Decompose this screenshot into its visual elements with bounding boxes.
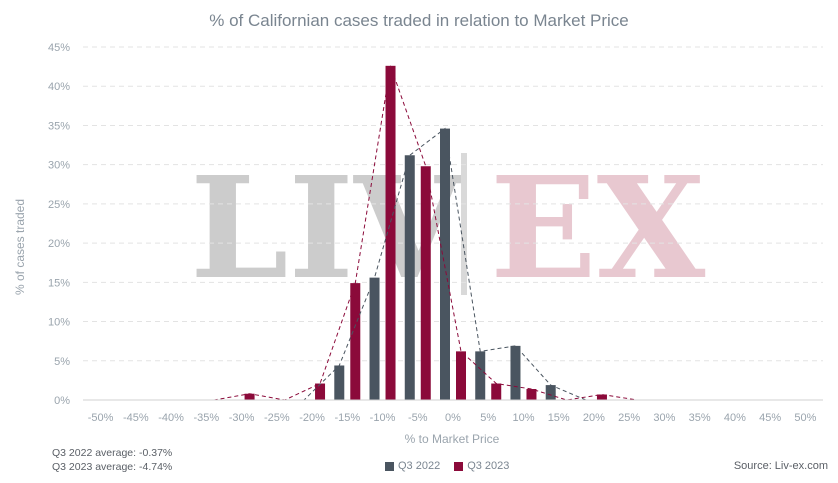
- x-tick-label: -25%: [264, 412, 290, 424]
- bar-q3-2022: [369, 277, 380, 400]
- x-tick-label: -30%: [229, 412, 255, 424]
- avg-2023-note: Q3 2023 average: -4.74%: [52, 461, 173, 473]
- x-tick-label: -5%: [408, 412, 428, 424]
- x-tick-label: 30%: [653, 412, 675, 424]
- x-tick-label: 0%: [445, 412, 461, 424]
- y-tick-label: 25%: [48, 199, 70, 211]
- bar-q3-2023: [596, 394, 607, 400]
- bar-q3-2023: [491, 383, 502, 400]
- x-tick-label: -20%: [299, 412, 325, 424]
- x-axis-label: % to Market Price: [405, 432, 500, 446]
- x-tick-label: 15%: [548, 412, 570, 424]
- watermark-divider: [461, 153, 467, 295]
- y-tick-label: 15%: [48, 277, 70, 289]
- watermark-ex: EX: [490, 147, 706, 311]
- legend-swatch-q3-2022: [385, 461, 394, 471]
- y-tick-label: 40%: [48, 81, 70, 93]
- chart-title: % of Californian cases traded in relatio…: [209, 11, 629, 30]
- bar-q3-2022: [475, 351, 486, 400]
- x-tick-label: -10%: [370, 412, 396, 424]
- y-tick-label: 45%: [48, 42, 70, 54]
- x-tick-label: 25%: [618, 412, 640, 424]
- x-tick-label: 50%: [794, 412, 816, 424]
- legend-item-q3-2022[interactable]: Q3 2022: [385, 460, 440, 472]
- x-tick-label: 35%: [689, 412, 711, 424]
- bar-q3-2023: [350, 283, 361, 400]
- x-tick-label: 10%: [512, 412, 534, 424]
- y-tick-labels: 0% 5% 10% 15% 20% 25% 30% 35% 40% 45%: [48, 42, 70, 407]
- y-tick-label: 30%: [48, 160, 70, 172]
- y-tick-label: 0%: [54, 395, 70, 407]
- bar-q3-2023: [385, 65, 396, 401]
- legend-label-q3-2022: Q3 2022: [398, 460, 441, 472]
- bar-q3-2023: [244, 393, 255, 400]
- y-tick-label: 5%: [54, 356, 70, 368]
- x-tick-label: -35%: [193, 412, 219, 424]
- bar-q3-2023: [526, 389, 537, 400]
- legend-item-q3-2023[interactable]: Q3 2023: [454, 460, 509, 472]
- bar-q3-2022: [510, 345, 521, 400]
- watermark: LIV EX: [190, 147, 706, 311]
- y-tick-label: 35%: [48, 120, 70, 132]
- bar-q3-2023: [456, 351, 466, 400]
- bars: [244, 65, 607, 401]
- bar-q3-2022: [440, 128, 450, 401]
- x-tick-label: -45%: [123, 412, 149, 424]
- bar-q3-2023: [420, 166, 431, 400]
- bar-q3-2022: [545, 385, 556, 400]
- x-tick-label: -40%: [158, 412, 184, 424]
- x-tick-label: -15%: [334, 412, 360, 424]
- y-tick-label: 20%: [48, 238, 70, 250]
- avg-2022-note: Q3 2022 average: -0.37%: [52, 447, 173, 459]
- legend-swatch-q3-2023: [454, 461, 464, 471]
- bar-q3-2022: [334, 365, 345, 400]
- x-tick-labels: -50% -45% -40% -35% -30% -25% -20% -15% -10% -5% 0…: [88, 412, 817, 424]
- x-tick-label: 45%: [759, 412, 781, 424]
- legend: Q3 2022 Q3 2023: [385, 460, 509, 472]
- watermark-liv: LIV: [190, 147, 465, 311]
- source-credit: Source: Liv-ex.com: [733, 460, 828, 472]
- bar-q3-2022: [404, 155, 415, 400]
- gridlines: [83, 46, 823, 362]
- x-tick-label: 5%: [480, 412, 496, 424]
- x-tick-label: 20%: [583, 412, 605, 424]
- y-axis-label: % of cases traded: [13, 199, 27, 295]
- x-tick-label: 40%: [724, 412, 746, 424]
- legend-label-q3-2023: Q3 2023: [467, 460, 510, 472]
- y-tick-label: 10%: [48, 317, 70, 329]
- bar-q3-2023: [315, 383, 326, 400]
- x-tick-label: -50%: [88, 412, 114, 424]
